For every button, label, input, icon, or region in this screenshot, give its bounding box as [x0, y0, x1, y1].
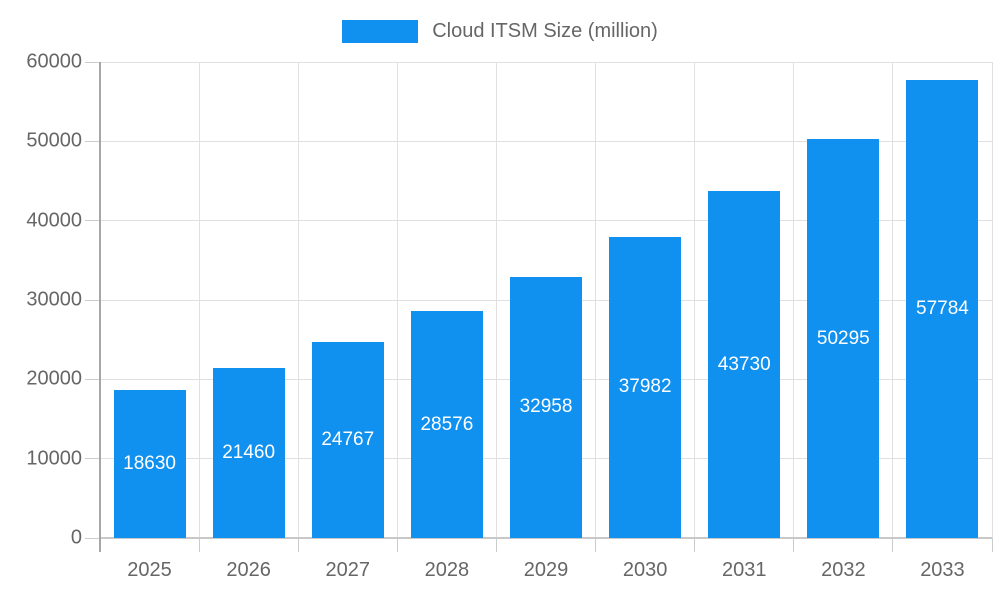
x-tick [892, 538, 894, 552]
y-tick-label: 50000 [26, 129, 82, 152]
legend-swatch-icon[interactable] [342, 20, 419, 43]
y-tick-label: 40000 [26, 209, 82, 232]
bar-2029[interactable]: 32958 [510, 276, 582, 538]
v-gridline [694, 62, 696, 538]
h-gridline [100, 140, 992, 142]
x-axis-line [100, 537, 992, 539]
h-gridline [100, 220, 992, 222]
v-gridline [991, 62, 993, 538]
y-tick-label: 60000 [26, 50, 82, 73]
y-tick-label: 20000 [26, 367, 82, 390]
bar-value-label: 18630 [123, 453, 176, 475]
y-tick-label: 30000 [26, 288, 82, 311]
v-gridline [793, 62, 795, 538]
y-tick [85, 537, 100, 539]
bar-value-label: 57784 [916, 297, 969, 319]
bar-2028[interactable]: 28576 [410, 311, 483, 538]
x-tick [198, 538, 200, 552]
x-tick [297, 538, 299, 552]
y-tick [85, 378, 100, 380]
x-tick [595, 538, 597, 552]
y-tick [85, 458, 100, 460]
legend-label[interactable]: Cloud ITSM Size (million) [432, 20, 658, 42]
x-tick-label: 2027 [325, 559, 371, 581]
bar-value-label: 43730 [717, 353, 771, 375]
bar-2032[interactable]: 50295 [807, 139, 880, 538]
y-tick [85, 140, 100, 142]
y-tick [85, 220, 100, 222]
x-tick [694, 538, 696, 552]
y-tick [85, 61, 100, 63]
y-tick [85, 299, 100, 301]
y-axis-line [99, 62, 101, 552]
bar-2026[interactable]: 21460 [212, 367, 285, 538]
x-axis-labels: 2025 2026 2027 2028 2029 2030 2031 2032 2033 [100, 62, 992, 581]
bar-2031[interactable]: 43730 [708, 191, 781, 538]
bar-2030[interactable]: 37982 [609, 236, 682, 538]
v-gridline [198, 62, 200, 538]
bar-layer: 18630 21460 24767 28576 32958 37982 43730 50295… [100, 62, 992, 538]
x-tick [793, 538, 795, 552]
x-tick-label: 2028 [424, 559, 470, 581]
v-gridline [495, 62, 497, 538]
x-tick-label: 2025 [127, 559, 172, 581]
bar-value-label: 50295 [816, 327, 870, 349]
v-gridline [396, 62, 398, 538]
bar-value-label: 21460 [222, 441, 276, 463]
v-gridline [297, 62, 299, 538]
y-tick-label: 10000 [26, 447, 82, 470]
x-tick-label: 2031 [721, 559, 767, 581]
bar-value-label: 37982 [618, 376, 672, 398]
bar-value-label: 24767 [321, 428, 375, 450]
x-tick [495, 538, 497, 552]
bar-2025[interactable]: 18630 [113, 390, 186, 538]
v-gridline [595, 62, 597, 538]
x-tick-label: 2029 [523, 559, 569, 581]
bar-value-label: 28576 [420, 413, 474, 435]
y-tick-label: 0 [70, 526, 82, 549]
x-tick [991, 538, 993, 552]
h-gridline [100, 61, 992, 63]
x-tick-label: 2032 [821, 559, 866, 581]
bar-2027[interactable]: 24767 [311, 341, 384, 538]
v-gridline [892, 62, 894, 538]
bar-value-label: 32958 [519, 396, 573, 418]
y-axis-labels: 0 10000 20000 30000 40000 50000 60000 [26, 51, 992, 549]
x-tick-label: 2033 [920, 559, 965, 581]
x-tick [396, 538, 398, 552]
bar-2033[interactable]: 57784 [906, 79, 979, 538]
plot-area: 18630 21460 24767 28576 32958 37982 43730 50295… [26, 51, 993, 581]
x-tick-label: 2030 [622, 559, 668, 581]
chart-legend: Cloud ITSM Size (million) [0, 20, 1000, 43]
x-tick-label: 2026 [226, 559, 271, 581]
